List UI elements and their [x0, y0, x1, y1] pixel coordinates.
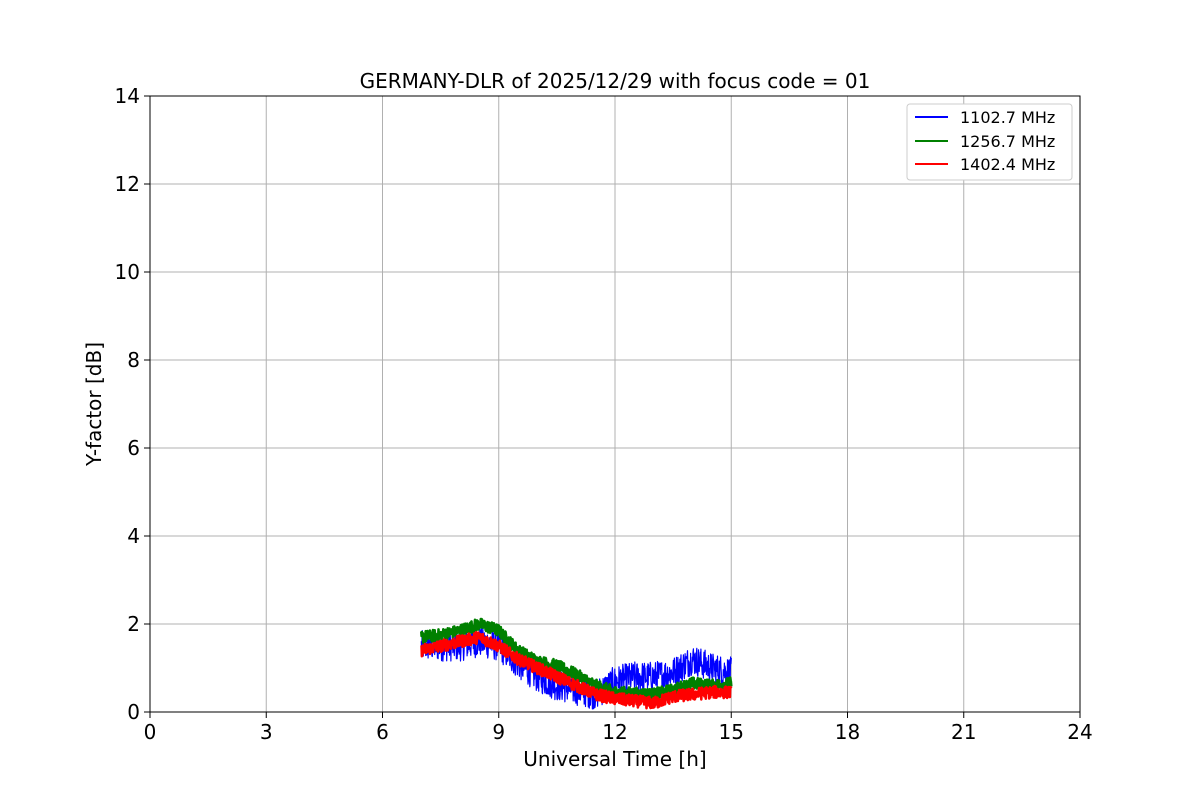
legend: 1102.7 MHz 1256.7 MHz 1402.4 MHz [906, 103, 1073, 181]
x-ticks: 0 3 6 9 12 15 18 21 24 [144, 712, 1093, 744]
y-axis-label: Y-factor [dB] [82, 342, 106, 467]
legend-label-series-2: 1256.7 MHz [960, 132, 1055, 151]
legend-label-series-3: 1402.4 MHz [960, 155, 1055, 174]
x-tick-label: 0 [144, 720, 157, 744]
y-tick-label: 14 [115, 84, 140, 108]
series-line-2 [420, 617, 733, 702]
legend-box [906, 103, 1073, 181]
y-ticks: 0 2 4 6 8 10 12 14 [115, 84, 150, 724]
series-line-1 [420, 626, 732, 710]
y-tick-label: 10 [115, 260, 140, 284]
legend-label-series-1: 1102.7 MHz [960, 108, 1055, 127]
series-line-3 [420, 631, 733, 710]
x-tick-label: 21 [951, 720, 976, 744]
x-tick-label: 18 [835, 720, 860, 744]
series-layer [420, 617, 733, 710]
y-tick-label: 4 [127, 524, 140, 548]
x-tick-label: 12 [602, 720, 627, 744]
x-tick-label: 3 [260, 720, 273, 744]
x-tick-label: 15 [719, 720, 744, 744]
y-tick-label: 12 [115, 172, 140, 196]
y-tick-label: 8 [127, 348, 140, 372]
x-tick-label: 9 [492, 720, 505, 744]
y-tick-label: 6 [127, 436, 140, 460]
x-tick-label: 24 [1067, 720, 1092, 744]
x-axis-label: Universal Time [h] [523, 747, 706, 771]
y-tick-label: 0 [127, 700, 140, 724]
y-tick-label: 2 [127, 612, 140, 636]
chart-title: GERMANY-DLR of 2025/12/29 with focus cod… [360, 69, 871, 93]
x-tick-label: 6 [376, 720, 389, 744]
